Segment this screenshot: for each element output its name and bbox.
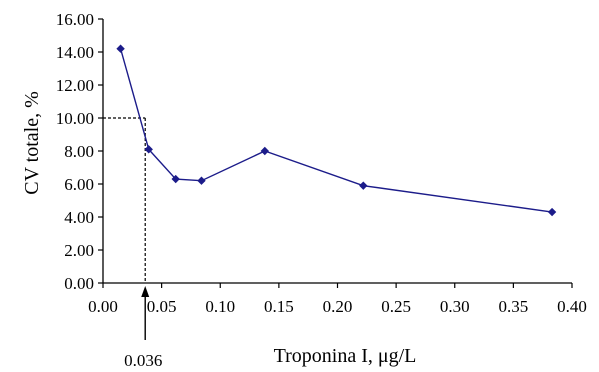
y-tick-label: 8.00: [64, 142, 94, 161]
y-tick-label: 4.00: [64, 208, 94, 227]
series-line: [119, 48, 553, 213]
data-point: [197, 176, 206, 185]
x-axis-title: Troponina I, μg/L: [274, 345, 417, 367]
x-tick-label: 0.15: [264, 297, 294, 316]
y-tick-label: 12.00: [56, 76, 94, 95]
x-tick-label: 0.05: [147, 297, 177, 316]
x-tick-label: 0.35: [499, 297, 529, 316]
annotation-label: 0.036: [124, 351, 162, 370]
annotation-arrow-head: [141, 286, 150, 297]
y-tick-label: 6.00: [64, 175, 94, 194]
data-point: [171, 174, 180, 184]
plot-area: 0.00 2.00 4.00 6.00 8.00 10.00 12.00 14.00 16.00…: [56, 10, 587, 370]
y-tick-label: 2.00: [64, 241, 94, 260]
x-tick-label: 0.00: [88, 297, 118, 316]
data-point: [116, 44, 125, 53]
data-point: [359, 181, 368, 190]
data-point: [144, 145, 153, 154]
data-point: [260, 146, 270, 156]
x-tick-label: 0.40: [557, 297, 587, 316]
y-tick-label: 16.00: [56, 10, 94, 29]
x-tick-label: 0.10: [205, 297, 235, 316]
y-tick-label: 10.00: [56, 109, 94, 128]
x-tick-label: 0.25: [381, 297, 411, 316]
data-point: [547, 207, 557, 217]
y-axis-title: CV totale, %: [21, 91, 43, 195]
x-tick-label: 0.20: [323, 297, 353, 316]
y-tick-label: 14.00: [56, 43, 94, 62]
y-tick-label: 0.00: [64, 274, 94, 293]
x-tick-label: 0.30: [440, 297, 470, 316]
